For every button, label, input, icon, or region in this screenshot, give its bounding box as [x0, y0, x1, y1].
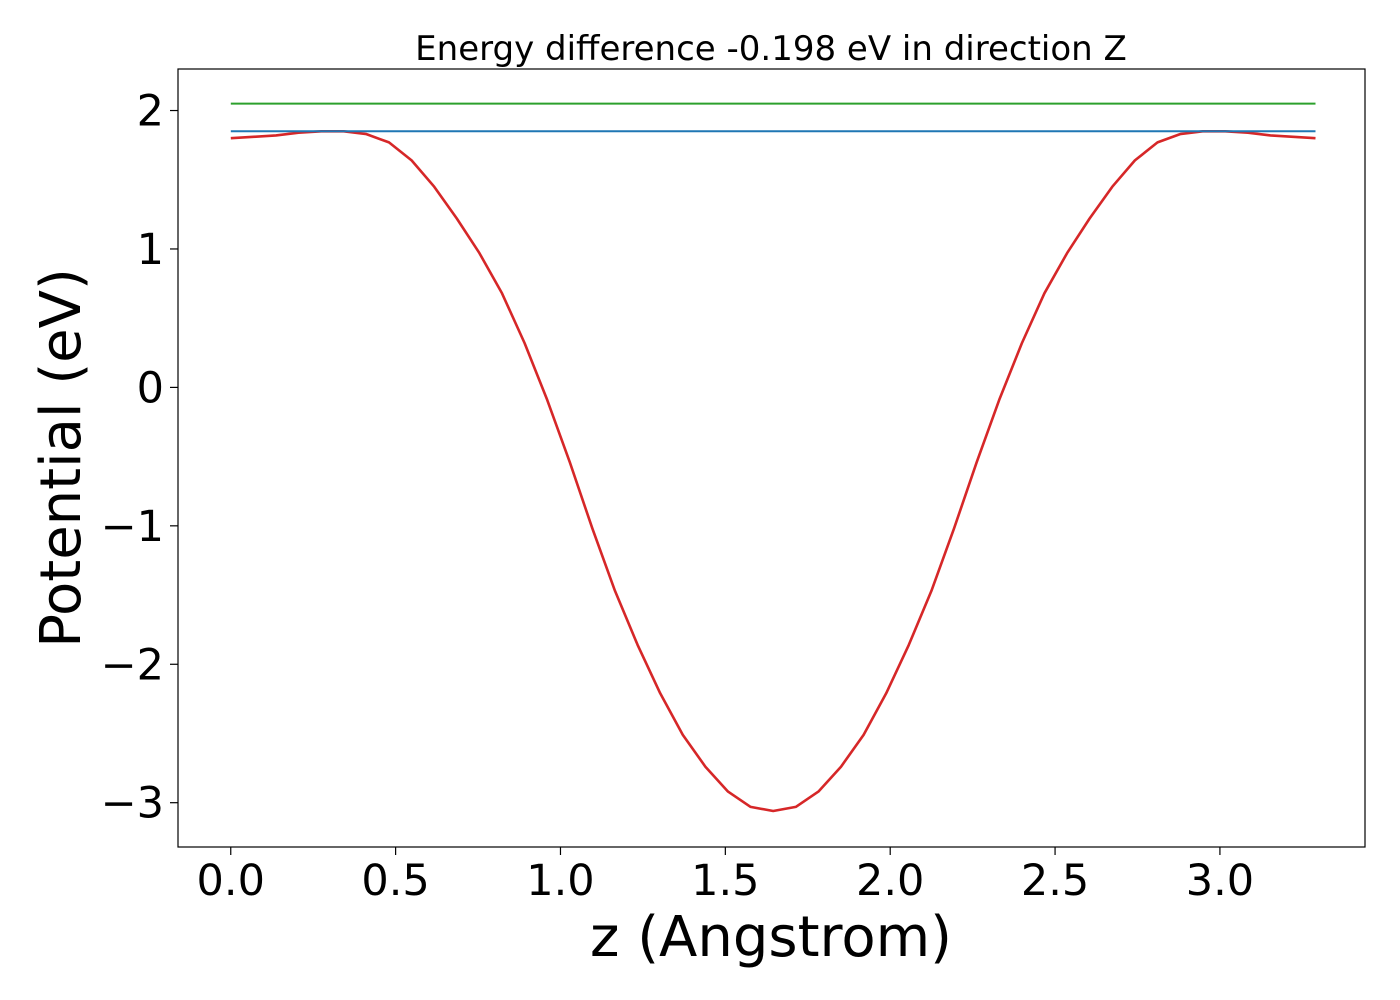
chart-title: Energy difference -0.198 eV in direction…	[415, 29, 1127, 69]
x-tick-label: 0.5	[361, 856, 429, 906]
y-tick-label: 0	[137, 363, 164, 413]
x-tick-label: 1.5	[691, 856, 759, 906]
x-tick-label: 2.5	[1021, 856, 1089, 906]
x-tick-label: 2.0	[856, 856, 924, 906]
y-axis-label: Potential (eV)	[29, 268, 94, 648]
series-line-0	[230, 130, 1316, 813]
x-tick-label: 1.0	[526, 856, 594, 906]
y-tick-label: −3	[101, 779, 164, 829]
plot-series-group	[230, 102, 1316, 813]
y-tick-label: 2	[137, 87, 164, 137]
x-tick-label: 3.0	[1186, 856, 1254, 906]
y-tick-label: −2	[101, 640, 164, 690]
x-axis-label: z (Angstrom)	[590, 905, 952, 970]
x-tick-label: 0.0	[197, 856, 265, 906]
y-tick-label: 1	[137, 225, 164, 275]
x-axis-ticks: 0.0 0.5 1.0 1.5 2.0 2.5 3.0	[197, 847, 1254, 906]
y-tick-label: −1	[101, 502, 164, 552]
plot-frame	[177, 68, 1366, 848]
y-axis-ticks: −3 −2 −1 0 1 2	[101, 87, 178, 829]
